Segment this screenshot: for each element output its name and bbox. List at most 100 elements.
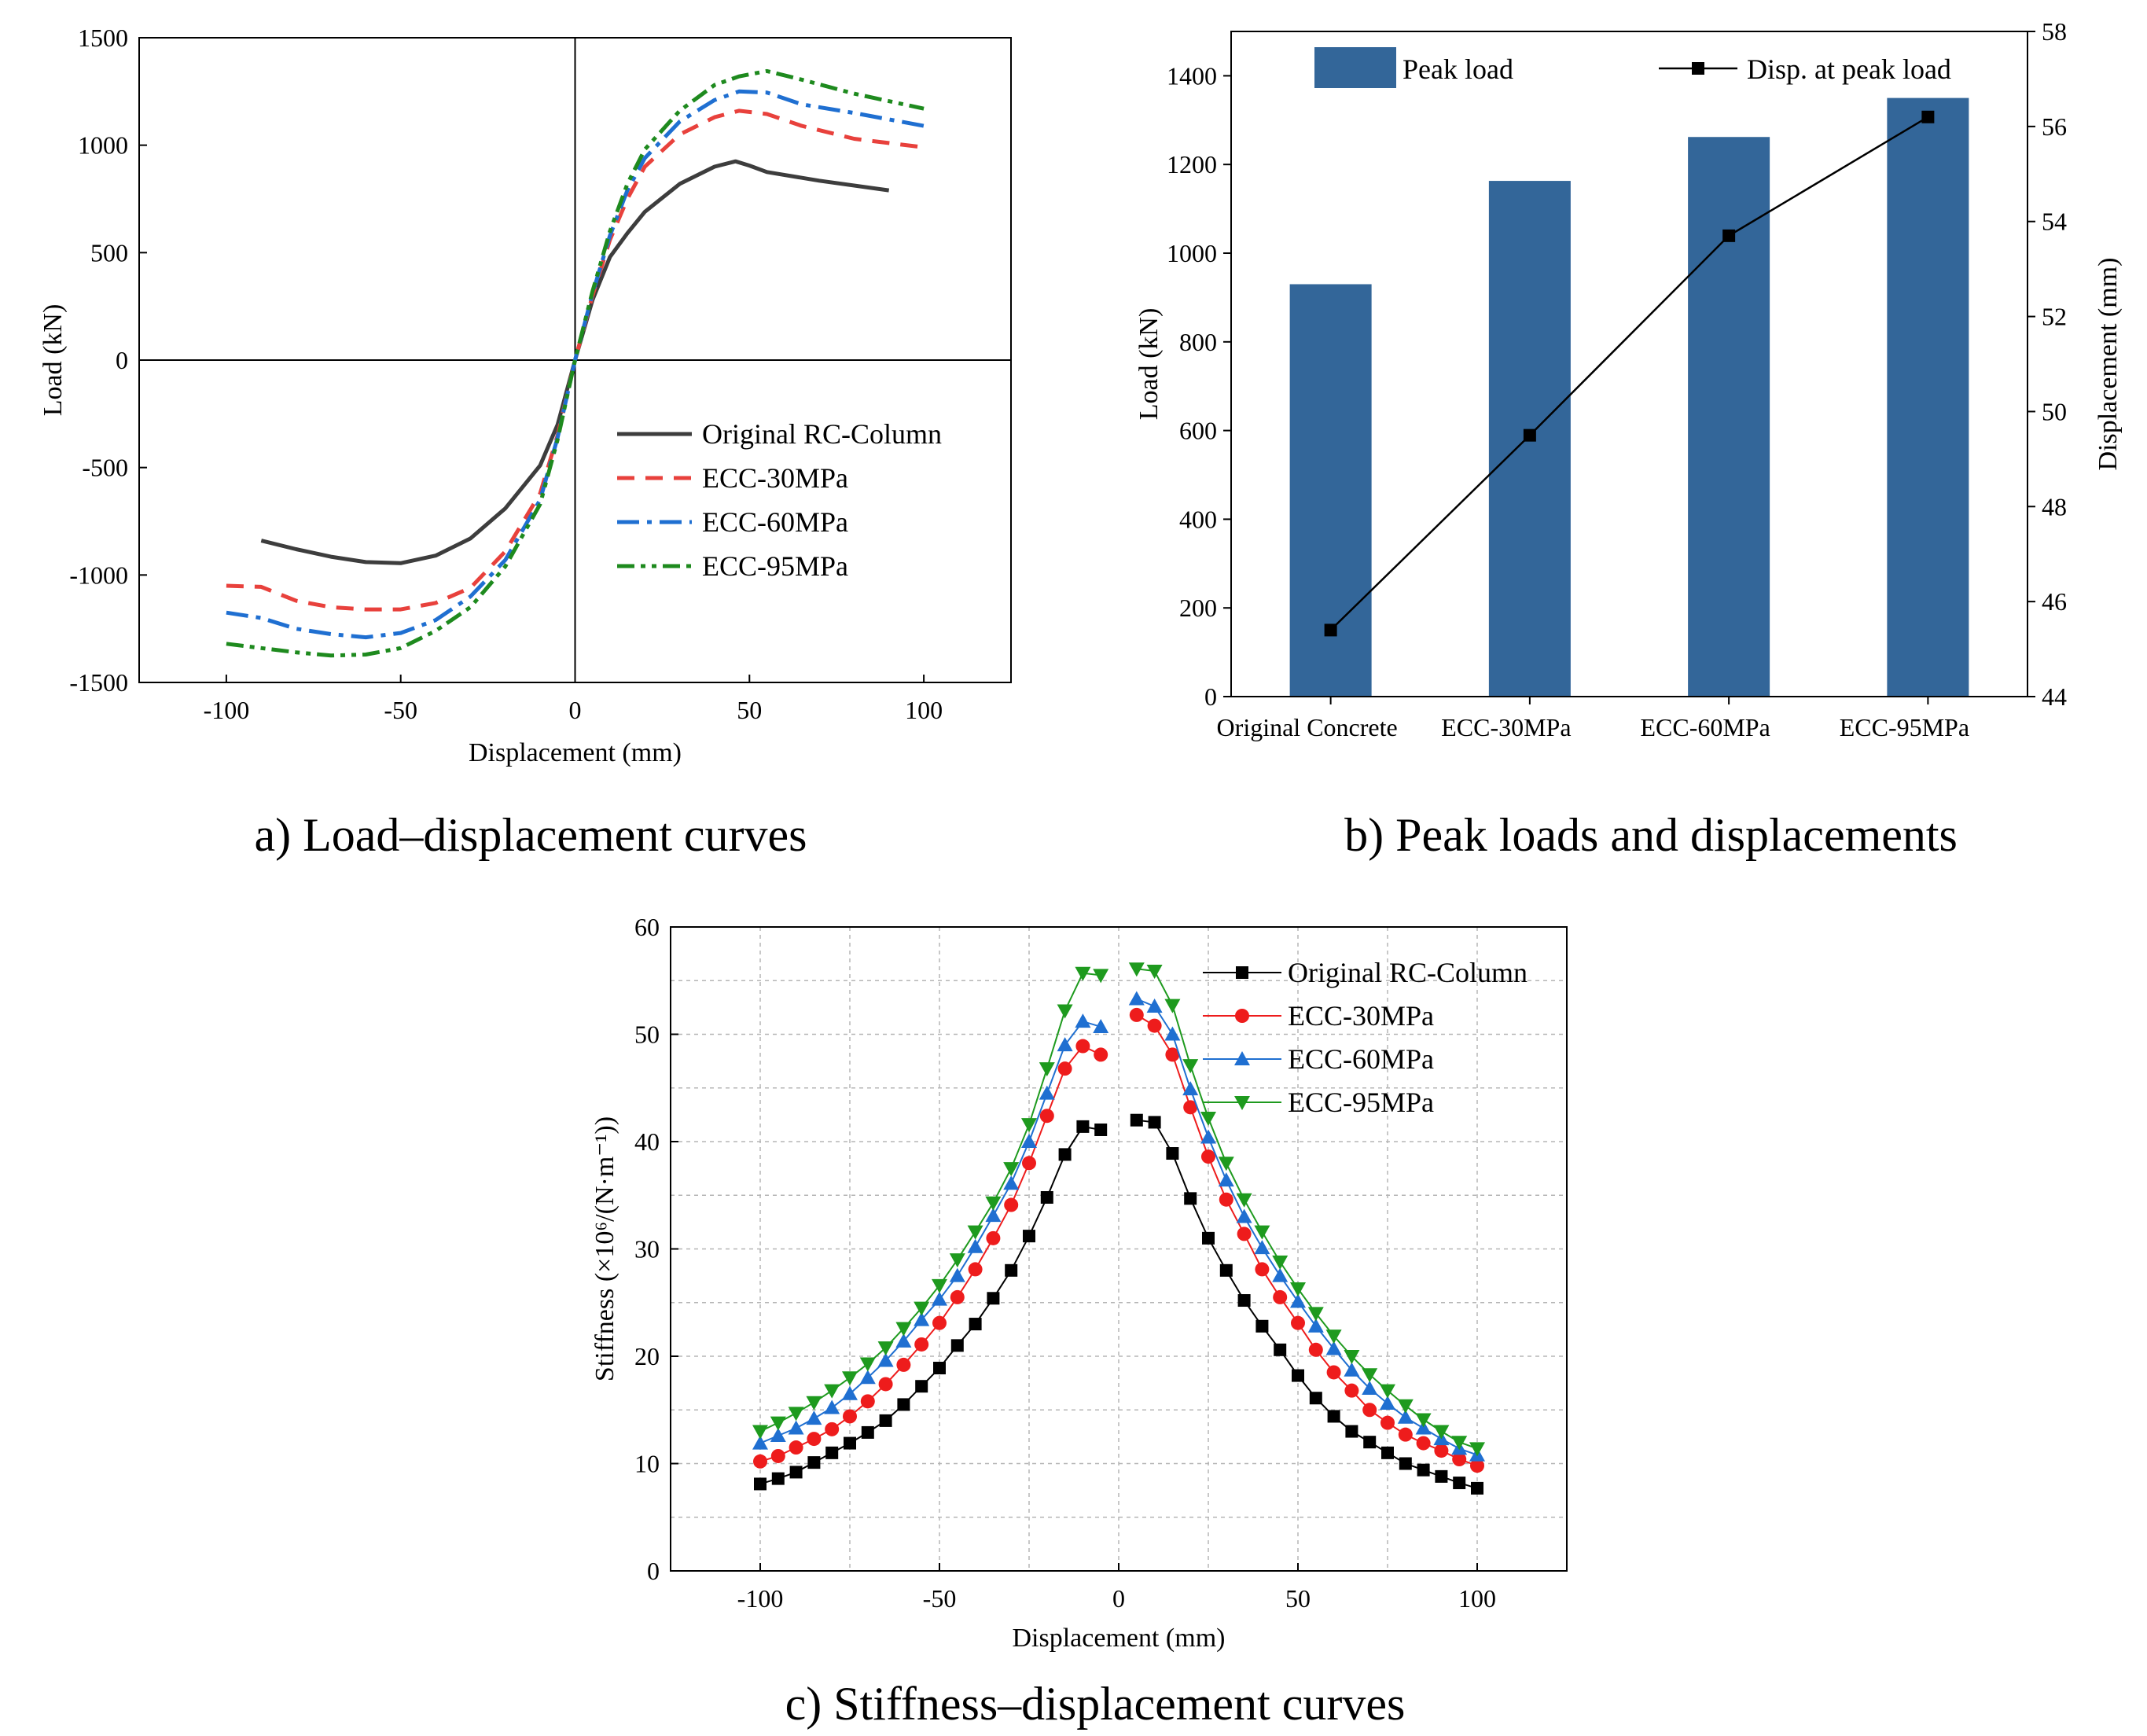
y2-tick-label: 58 — [2042, 17, 2067, 46]
legend-label: ECC-30MPa — [1288, 1000, 1434, 1032]
series-line — [226, 108, 925, 612]
panel-caption: c) Stiffness–displacement curves — [785, 1678, 1406, 1730]
legend-label: ECC-30MPa — [702, 462, 848, 494]
data-point — [1022, 1156, 1036, 1171]
data-point — [1327, 1410, 1340, 1423]
data-point — [1166, 1147, 1179, 1160]
data-point — [967, 1238, 983, 1253]
data-point — [788, 1420, 804, 1435]
data-point — [1005, 1263, 1018, 1277]
data-point — [1452, 1452, 1467, 1467]
legend-label: ECC-60MPa — [702, 506, 848, 538]
data-point — [967, 1225, 983, 1240]
data-point — [1057, 1037, 1073, 1052]
data-point — [1255, 1319, 1269, 1333]
data-point — [1164, 1026, 1181, 1041]
data-point — [1184, 1192, 1197, 1205]
series-line — [759, 1125, 1101, 1485]
y-tick-label: 500 — [90, 238, 128, 267]
data-point — [985, 1196, 1002, 1211]
data-point — [877, 1352, 894, 1367]
y-tick-label: 20 — [634, 1342, 660, 1370]
data-point — [1435, 1469, 1448, 1483]
data-point — [1218, 1157, 1234, 1171]
data-point — [1040, 1190, 1053, 1204]
legend-swatch-bar — [1314, 47, 1396, 88]
x-tick-label: 0 — [569, 696, 582, 724]
data-point — [1453, 1477, 1466, 1490]
data-point — [1380, 1396, 1395, 1410]
data-point — [1076, 1120, 1090, 1133]
y-tick-label: 1500 — [78, 24, 128, 52]
data-point — [1291, 1315, 1305, 1330]
y-tick-label: 10 — [634, 1450, 660, 1478]
legend-label: Peak load — [1403, 53, 1513, 85]
data-point — [896, 1357, 911, 1372]
data-point — [789, 1466, 803, 1479]
data-point — [1381, 1446, 1394, 1459]
data-point — [754, 1477, 767, 1491]
data-point — [1362, 1403, 1377, 1418]
x-tick-label: 100 — [1458, 1584, 1496, 1613]
y-axis-label: Load (kN) — [39, 304, 68, 417]
data-point — [1201, 1149, 1215, 1164]
y-tick-label: 0 — [116, 346, 128, 374]
data-point — [1147, 1018, 1162, 1033]
data-point — [1254, 1240, 1270, 1255]
x-axis-label: Displacement (mm) — [469, 738, 682, 767]
y-tick-label: 0 — [647, 1557, 660, 1585]
data-point — [897, 1398, 910, 1411]
data-point — [1362, 1380, 1378, 1395]
data-point — [1290, 1293, 1306, 1308]
data-point — [878, 1377, 893, 1392]
data-point — [1399, 1457, 1412, 1470]
y-tick-label: 600 — [1179, 417, 1217, 445]
y-axis-label: Stiffness (×10⁶/(N·m⁻¹)) — [590, 1116, 619, 1381]
y-tick-label: 1000 — [78, 131, 128, 160]
data-point — [824, 1384, 840, 1399]
data-point — [1309, 1392, 1322, 1405]
data-point — [859, 1357, 876, 1372]
legend-label: Disp. at peak load — [1747, 53, 1951, 85]
y-tick-label: 200 — [1179, 594, 1217, 622]
data-point — [752, 1435, 768, 1450]
series-line — [759, 1020, 1101, 1444]
panel-c-stiffness-displacement: -100 -50 0 50 100 0 10 20 30 40 50 60 Displacement (… — [590, 913, 1568, 1730]
data-point — [806, 1396, 822, 1410]
data-point — [932, 1278, 947, 1293]
y-tick-label: 1200 — [1167, 150, 1217, 178]
data-point — [1397, 1399, 1414, 1414]
data-point — [1200, 1129, 1216, 1144]
data-point — [1130, 1113, 1143, 1127]
series-line — [226, 68, 925, 658]
data-point — [1397, 1409, 1414, 1424]
data-point — [1093, 1018, 1109, 1033]
data-point — [752, 1425, 768, 1440]
y2-tick-label: 46 — [2042, 587, 2067, 616]
x-tick-label: -100 — [204, 696, 250, 724]
legend-label: ECC-60MPa — [1288, 1043, 1434, 1075]
disp-line — [1329, 116, 1929, 631]
data-point — [932, 1291, 947, 1306]
data-point — [949, 1267, 965, 1282]
disp-marker — [1324, 623, 1337, 637]
x-category-label: ECC-95MPa — [1840, 713, 1969, 741]
data-point — [1290, 1282, 1306, 1297]
data-point — [1039, 1109, 1054, 1124]
data-point — [1219, 1192, 1233, 1207]
data-point — [932, 1315, 947, 1330]
data-point — [1164, 999, 1181, 1013]
data-point — [1058, 1148, 1072, 1161]
data-point — [1398, 1427, 1413, 1442]
data-point — [770, 1416, 786, 1431]
data-point — [1415, 1413, 1432, 1428]
data-point — [844, 1436, 856, 1450]
data-point — [1094, 1047, 1108, 1062]
data-point — [1274, 1343, 1287, 1356]
data-point — [770, 1428, 786, 1443]
data-point — [950, 1339, 964, 1352]
data-point — [807, 1432, 822, 1447]
data-point — [1471, 1481, 1483, 1495]
data-point — [1093, 969, 1109, 984]
